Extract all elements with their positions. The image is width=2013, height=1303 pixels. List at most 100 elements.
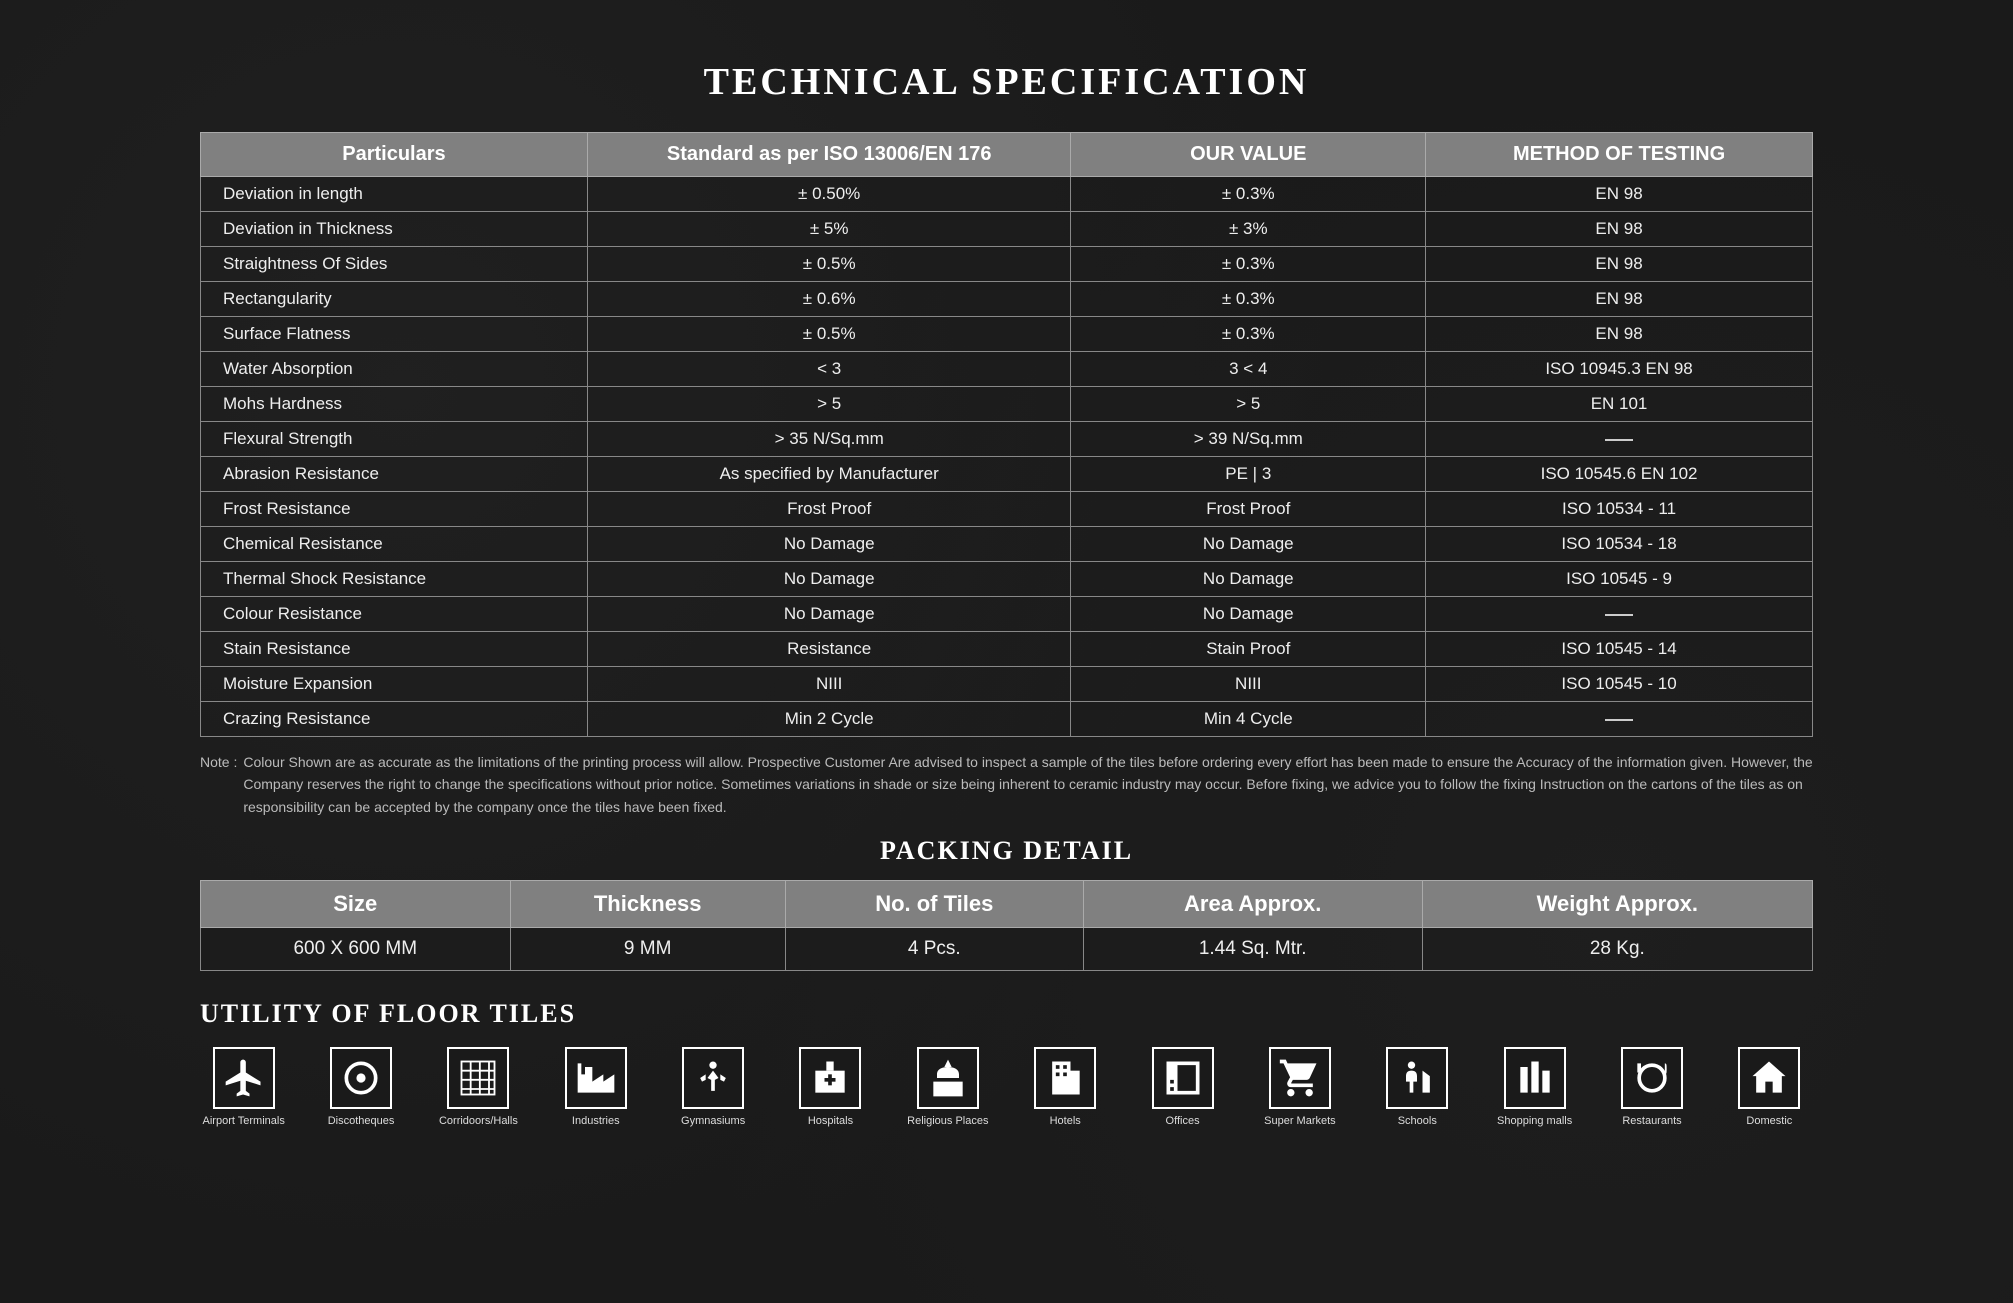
table-cell: ISO 10545 - 9 [1426, 562, 1813, 597]
table-cell: ± 0.6% [587, 282, 1071, 317]
table-cell: Surface Flatness [201, 317, 588, 352]
table-row: Thermal Shock ResistanceNo DamageNo Dama… [201, 562, 1813, 597]
table-cell [1426, 597, 1813, 632]
corridors-halls-icon [447, 1047, 509, 1109]
table-cell: ± 3% [1071, 212, 1426, 247]
table-cell: PE | 3 [1071, 457, 1426, 492]
table-row: Colour ResistanceNo DamageNo Damage [201, 597, 1813, 632]
utility-icon-item: Super Markets [1256, 1047, 1343, 1127]
table-cell: Crazing Resistance [201, 702, 588, 737]
table-cell [1426, 702, 1813, 737]
table-cell: 3 < 4 [1071, 352, 1426, 387]
table-cell: Chemical Resistance [201, 527, 588, 562]
utility-icon-item: Religious Places [904, 1047, 991, 1127]
table-row: Stain ResistanceResistanceStain ProofISO… [201, 632, 1813, 667]
domestic-icon [1738, 1047, 1800, 1109]
table-cell: Min 2 Cycle [587, 702, 1071, 737]
table-cell: No Damage [587, 597, 1071, 632]
table-cell: Flexural Strength [201, 422, 588, 457]
page-title: TECHNICAL SPECIFICATION [200, 60, 1813, 104]
table-cell: NIII [1071, 667, 1426, 702]
table-cell: Stain Resistance [201, 632, 588, 667]
table-cell: Deviation in length [201, 177, 588, 212]
table-cell: Min 4 Cycle [1071, 702, 1426, 737]
icon-label: Super Markets [1264, 1115, 1336, 1127]
table-cell: ISO 10534 - 11 [1426, 492, 1813, 527]
table-row: Deviation in length± 0.50%± 0.3%EN 98 [201, 177, 1813, 212]
table-cell: > 5 [587, 387, 1071, 422]
utility-icon-item: Corridoors/Halls [435, 1047, 522, 1127]
table-cell: ± 0.3% [1071, 177, 1426, 212]
note-body: Colour Shown are as accurate as the limi… [243, 751, 1813, 818]
icon-label: Schools [1398, 1115, 1437, 1127]
offices-icon [1152, 1047, 1214, 1109]
table-cell: > 5 [1071, 387, 1426, 422]
table-cell: EN 98 [1426, 247, 1813, 282]
table-cell: No Damage [1071, 597, 1426, 632]
hospitals-icon [799, 1047, 861, 1109]
table-cell: EN 98 [1426, 177, 1813, 212]
table-cell: ± 0.3% [1071, 317, 1426, 352]
table-cell: ISO 10545 - 14 [1426, 632, 1813, 667]
hotels-icon [1034, 1047, 1096, 1109]
pack-header: Size [201, 881, 511, 928]
table-cell: Deviation in Thickness [201, 212, 588, 247]
icon-label: Discotheques [328, 1115, 395, 1127]
utility-icon-item: Airport Terminals [200, 1047, 287, 1127]
icon-label: Industries [572, 1115, 620, 1127]
table-cell: No Damage [1071, 562, 1426, 597]
utility-icon-item: Hotels [1022, 1047, 1109, 1127]
pack-header: Thickness [510, 881, 785, 928]
utility-title: UTILITY OF FLOOR TILES [200, 999, 1813, 1029]
table-cell: Moisture Expansion [201, 667, 588, 702]
packing-table: SizeThicknessNo. of TilesArea Approx.Wei… [200, 880, 1813, 971]
table-cell: ± 0.3% [1071, 247, 1426, 282]
table-cell: ± 0.3% [1071, 282, 1426, 317]
schools-icon [1386, 1047, 1448, 1109]
table-row: Deviation in Thickness± 5%± 3%EN 98 [201, 212, 1813, 247]
icon-label: Airport Terminals [203, 1115, 285, 1127]
table-cell: 1.44 Sq. Mtr. [1083, 928, 1422, 971]
utility-icons-row: Airport Terminals Discotheques Corridoors/… [200, 1047, 1813, 1127]
table-cell: ISO 10945.3 EN 98 [1426, 352, 1813, 387]
table-cell: EN 98 [1426, 282, 1813, 317]
table-cell: ± 5% [587, 212, 1071, 247]
utility-icon-item: Shopping malls [1491, 1047, 1578, 1127]
table-cell: Thermal Shock Resistance [201, 562, 588, 597]
utility-icon-item: Industries [552, 1047, 639, 1127]
specification-table: ParticularsStandard as per ISO 13006/EN … [200, 132, 1813, 737]
gymnasiums-icon [682, 1047, 744, 1109]
spec-header: OUR VALUE [1071, 133, 1426, 177]
icon-label: Domestic [1746, 1115, 1792, 1127]
utility-icon-item: Offices [1139, 1047, 1226, 1127]
table-cell: < 3 [587, 352, 1071, 387]
table-cell: EN 98 [1426, 317, 1813, 352]
utility-icon-item: Restaurants [1608, 1047, 1695, 1127]
note-text: Note : Colour Shown are as accurate as t… [200, 751, 1813, 818]
table-cell: ISO 10534 - 18 [1426, 527, 1813, 562]
table-cell: Stain Proof [1071, 632, 1426, 667]
super-markets-icon [1269, 1047, 1331, 1109]
table-cell: > 39 N/Sq.mm [1071, 422, 1426, 457]
pack-header: No. of Tiles [785, 881, 1083, 928]
pack-header: Area Approx. [1083, 881, 1422, 928]
table-cell: Water Absorption [201, 352, 588, 387]
table-cell: Colour Resistance [201, 597, 588, 632]
table-cell: No Damage [587, 562, 1071, 597]
table-cell: As specified by Manufacturer [587, 457, 1071, 492]
restaurants-icon [1621, 1047, 1683, 1109]
table-cell: Mohs Hardness [201, 387, 588, 422]
utility-icon-item: Schools [1374, 1047, 1461, 1127]
utility-icon-item: Gymnasiums [669, 1047, 756, 1127]
table-cell: EN 98 [1426, 212, 1813, 247]
table-row: Straightness Of Sides± 0.5%± 0.3%EN 98 [201, 247, 1813, 282]
table-row: Surface Flatness± 0.5%± 0.3%EN 98 [201, 317, 1813, 352]
icon-label: Shopping malls [1497, 1115, 1572, 1127]
icon-label: Offices [1166, 1115, 1200, 1127]
icon-label: Hotels [1050, 1115, 1081, 1127]
table-cell: ISO 10545 - 10 [1426, 667, 1813, 702]
table-row: Moisture ExpansionNIIINIIIISO 10545 - 10 [201, 667, 1813, 702]
table-cell: No Damage [1071, 527, 1426, 562]
utility-icon-item: Discotheques [317, 1047, 404, 1127]
spec-header: Particulars [201, 133, 588, 177]
